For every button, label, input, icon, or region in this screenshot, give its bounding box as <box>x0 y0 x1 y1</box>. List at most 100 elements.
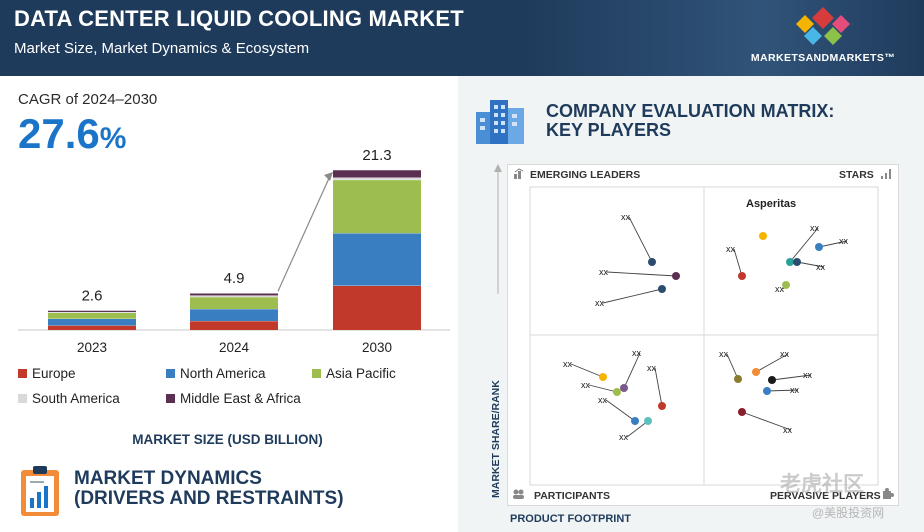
company-point <box>738 408 746 416</box>
company-leader-line <box>789 227 819 263</box>
company-label-asperitas: Asperitas <box>746 198 796 210</box>
report-title: DATA CENTER LIQUID COOLING MARKET <box>14 6 464 31</box>
buildings-icon <box>476 100 524 144</box>
cagr-number: 27.6 <box>18 110 100 157</box>
cagr-value: 27.6% <box>18 110 126 158</box>
bar-rank-icon <box>881 169 891 179</box>
bar-segment-2023-asia-pacific <box>48 312 136 319</box>
cagr-label: CAGR of 2024–2030 <box>18 91 158 108</box>
company-point <box>768 376 776 384</box>
legend-item: Middle East & Africa <box>166 391 301 406</box>
legend-label: North America <box>180 366 266 381</box>
company-label: xx <box>803 370 813 380</box>
company-label: xx <box>719 349 729 359</box>
company-point <box>620 384 628 392</box>
x-tick-label: 2030 <box>362 340 392 355</box>
matrix-title: COMPANY EVALUATION MATRIX: KEY PLAYERS <box>546 102 834 140</box>
legend-swatch <box>18 394 27 403</box>
bar-segment-2024-south-america <box>190 295 278 297</box>
company-point <box>658 402 666 410</box>
legend-label: South America <box>32 391 120 406</box>
company-point <box>793 258 801 266</box>
bar-segment-2030-north-america <box>333 233 421 286</box>
report-subtitle: Market Size, Market Dynamics & Ecosystem <box>14 40 310 57</box>
legend-item: Asia Pacific <box>312 366 396 381</box>
company-point <box>644 417 652 425</box>
company-point <box>734 375 742 383</box>
company-leader-line <box>766 389 799 392</box>
growth-icon <box>514 168 524 179</box>
company-leader-line <box>628 216 653 263</box>
company-leader-line <box>733 248 743 277</box>
market-dynamics-title: MARKET DYNAMICS (DRIVERS AND RESTRAINTS) <box>74 469 344 509</box>
clipboard-chart-icon <box>21 466 59 516</box>
cagr-unit: % <box>99 122 127 155</box>
growth-arrow-head <box>324 172 333 181</box>
puzzle-icon <box>883 488 894 499</box>
company-label: xx <box>647 363 657 373</box>
header-gradient <box>524 0 924 76</box>
bar-segment-2024-middle-east-africa <box>190 293 278 296</box>
company-point <box>672 272 680 280</box>
legend-swatch <box>312 369 321 378</box>
legend-swatch <box>166 369 175 378</box>
watermark-text: 老虎社区 <box>780 473 864 496</box>
legend-label: Asia Pacific <box>326 366 396 381</box>
company-label: xx <box>775 284 785 294</box>
matrix-title-line1: COMPANY EVALUATION MATRIX: <box>546 101 835 121</box>
company-point <box>752 368 760 376</box>
bar-segment-2030-south-america <box>333 177 421 180</box>
company-label: xx <box>632 348 642 358</box>
matrix-title-line2: KEY PLAYERS <box>546 120 672 140</box>
company-label: xx <box>726 244 736 254</box>
bar-segment-2030-europe <box>333 285 421 330</box>
bar-segment-2023-north-america <box>48 318 136 326</box>
dynamics-title-line2: (DRIVERS AND RESTRAINTS) <box>74 488 344 509</box>
logo-diamonds-icon <box>796 7 850 45</box>
company-label: xx <box>839 236 849 246</box>
bar-segment-2024-north-america <box>190 308 278 321</box>
company-label: xx <box>563 359 573 369</box>
bar-total-label: 4.9 <box>224 270 245 287</box>
bar-total-label: 2.6 <box>82 287 103 304</box>
growth-arrow-line <box>277 175 331 292</box>
legend-label: Europe <box>32 366 76 381</box>
bar-segment-2023-middle-east-africa <box>48 310 136 312</box>
watermark-handle: @美股投资网 <box>812 506 885 520</box>
company-label: xx <box>599 267 609 277</box>
quadrant-stars: STARS <box>839 169 874 181</box>
company-point <box>815 243 823 251</box>
company-label: xx <box>595 298 605 308</box>
quadrant-participants: PARTICIPANTS <box>534 490 611 502</box>
company-leader-line <box>602 288 663 304</box>
company-point <box>599 373 607 381</box>
company-leader-line <box>606 271 677 277</box>
company-label: xx <box>810 223 820 233</box>
bar-segment-2024-asia-pacific <box>190 296 278 309</box>
legend-swatch <box>18 369 27 378</box>
x-axis-label: PRODUCT FOOTPRINT <box>510 513 631 525</box>
legend-item: South America <box>18 391 120 406</box>
company-leader-line <box>741 411 792 431</box>
company-leader-line <box>588 384 618 393</box>
company-point <box>786 258 794 266</box>
dynamics-title-line1: MARKET DYNAMICS <box>74 468 262 489</box>
company-point <box>759 232 767 240</box>
x-tick-label: 2024 <box>219 340 250 355</box>
company-leader-line <box>605 399 636 422</box>
company-leader-line <box>796 261 825 268</box>
bar-segment-2023-south-america <box>48 311 136 313</box>
logo-text: MARKETSANDMARKETS™ <box>750 52 896 64</box>
chart-title: MARKET SIZE (USD BILLION) <box>132 432 323 447</box>
bar-segment-2024-europe <box>190 320 278 330</box>
bar-total-label: 21.3 <box>362 147 391 164</box>
company-point <box>648 258 656 266</box>
company-point <box>631 417 639 425</box>
company-leader-line <box>654 367 663 407</box>
y-axis-arrow <box>494 164 502 294</box>
company-leader-line <box>726 353 739 380</box>
company-point <box>613 388 621 396</box>
company-leader-line <box>626 420 649 438</box>
company-point <box>763 387 771 395</box>
